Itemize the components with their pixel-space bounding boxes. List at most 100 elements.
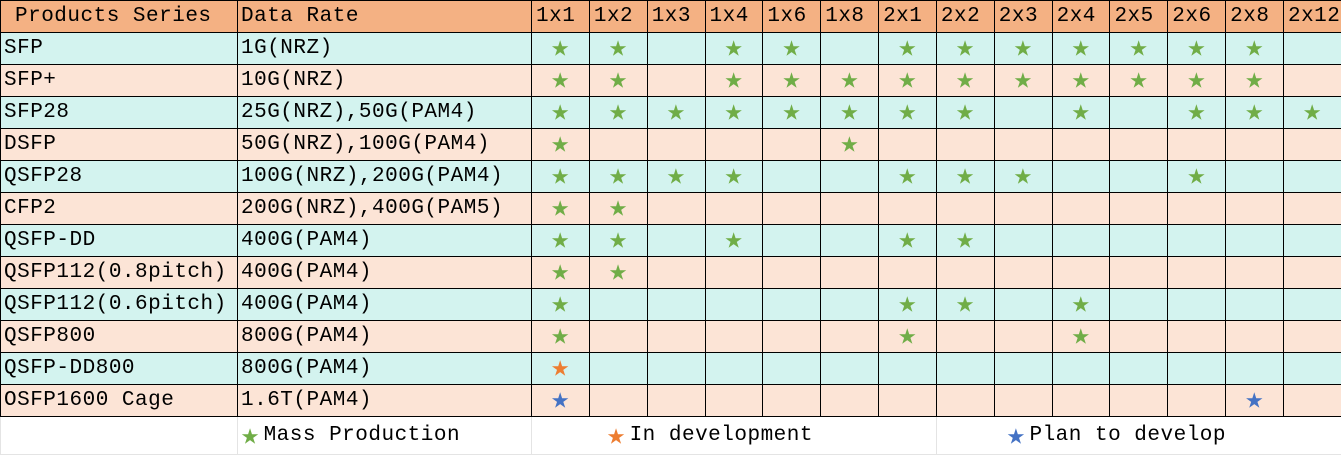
star-mass-icon: ★ — [241, 417, 260, 454]
cell-2x1: ★ — [879, 225, 937, 257]
cell-1x2 — [589, 129, 647, 161]
cell-2x1: ★ — [879, 33, 937, 65]
star-mass-icon: ★ — [898, 290, 917, 320]
star-mass-icon: ★ — [551, 66, 570, 96]
data-rate: 1G(NRZ) — [238, 33, 532, 65]
cell-2x3 — [994, 97, 1052, 129]
cell-2x6: ★ — [1168, 65, 1226, 97]
star-mass-icon: ★ — [1130, 34, 1149, 64]
cell-2x6: ★ — [1168, 33, 1226, 65]
cell-1x8 — [821, 193, 879, 225]
cell-2x1: ★ — [879, 321, 937, 353]
header-data-rate: Data Rate — [238, 1, 532, 33]
header-column-1x8: 1x8 — [821, 1, 879, 33]
cell-1x6: ★ — [763, 65, 821, 97]
star-mass-icon: ★ — [1187, 98, 1206, 128]
header-column-1x4: 1x4 — [705, 1, 763, 33]
cell-2x2 — [936, 257, 994, 289]
star-mass-icon: ★ — [840, 98, 859, 128]
cell-2x5 — [1110, 385, 1168, 417]
cell-1x3 — [647, 33, 705, 65]
cell-2x3 — [994, 289, 1052, 321]
product-series: QSFP28 — [1, 161, 238, 193]
cell-1x4 — [705, 129, 763, 161]
cell-2x5 — [1110, 161, 1168, 193]
data-rate: 25G(NRZ),50G(PAM4) — [238, 97, 532, 129]
star-plan-icon: ★ — [1007, 417, 1026, 454]
cell-1x4 — [705, 193, 763, 225]
data-rate: 1.6T(PAM4) — [238, 385, 532, 417]
star-mass-icon: ★ — [898, 66, 917, 96]
star-mass-icon: ★ — [551, 130, 570, 160]
cell-2x2: ★ — [936, 97, 994, 129]
cell-1x8 — [821, 385, 879, 417]
legend-label: In development — [630, 424, 813, 447]
cell-1x2 — [589, 353, 647, 385]
cell-2x1: ★ — [879, 65, 937, 97]
star-mass-icon: ★ — [551, 290, 570, 320]
star-mass-icon: ★ — [667, 162, 686, 192]
cell-1x1: ★ — [532, 65, 590, 97]
cell-2x2: ★ — [936, 65, 994, 97]
cell-1x6 — [763, 161, 821, 193]
header-column-1x3: 1x3 — [647, 1, 705, 33]
cell-1x1: ★ — [532, 257, 590, 289]
cell-1x1: ★ — [532, 289, 590, 321]
cell-2x1 — [879, 129, 937, 161]
cell-2x3: ★ — [994, 65, 1052, 97]
cell-2x6: ★ — [1168, 161, 1226, 193]
cell-2x4 — [1052, 257, 1110, 289]
star-mass-icon: ★ — [609, 34, 628, 64]
cell-1x4 — [705, 257, 763, 289]
cell-2x5 — [1110, 257, 1168, 289]
product-series: SFP+ — [1, 65, 238, 97]
star-mass-icon: ★ — [840, 130, 859, 160]
cell-1x6: ★ — [763, 97, 821, 129]
cell-1x3 — [647, 257, 705, 289]
cell-1x8: ★ — [821, 129, 879, 161]
cell-2x2 — [936, 321, 994, 353]
cell-2x4: ★ — [1052, 289, 1110, 321]
star-mass-icon: ★ — [1303, 98, 1322, 128]
cell-1x2: ★ — [589, 33, 647, 65]
cell-2x5: ★ — [1110, 65, 1168, 97]
header-column-1x6: 1x6 — [763, 1, 821, 33]
legend-blank — [1, 417, 238, 455]
star-mass-icon: ★ — [956, 290, 975, 320]
star-mass-icon: ★ — [725, 34, 744, 64]
cell-2x12 — [1283, 257, 1341, 289]
cell-2x2: ★ — [936, 225, 994, 257]
cell-1x4: ★ — [705, 65, 763, 97]
cell-2x2 — [936, 353, 994, 385]
cell-1x1: ★ — [532, 161, 590, 193]
cell-2x4 — [1052, 193, 1110, 225]
data-rate: 800G(PAM4) — [238, 353, 532, 385]
cell-2x8: ★ — [1226, 65, 1284, 97]
star-mass-icon: ★ — [1072, 34, 1091, 64]
cell-1x2: ★ — [589, 225, 647, 257]
star-mass-icon: ★ — [956, 66, 975, 96]
star-dev-icon: ★ — [607, 417, 626, 454]
cell-1x8 — [821, 321, 879, 353]
cell-1x1: ★ — [532, 321, 590, 353]
cell-1x8 — [821, 33, 879, 65]
cell-2x4 — [1052, 161, 1110, 193]
cell-2x4 — [1052, 385, 1110, 417]
star-mass-icon: ★ — [898, 226, 917, 256]
cell-2x8 — [1226, 129, 1284, 161]
cell-1x6 — [763, 385, 821, 417]
product-series: CFP2 — [1, 193, 238, 225]
cell-1x8 — [821, 353, 879, 385]
data-rate: 400G(PAM4) — [238, 257, 532, 289]
header-products-series: Products Series — [1, 1, 238, 33]
data-rate: 400G(PAM4) — [238, 289, 532, 321]
cell-2x12 — [1283, 225, 1341, 257]
cell-1x6 — [763, 321, 821, 353]
cell-1x3 — [647, 65, 705, 97]
star-plan-icon: ★ — [551, 386, 570, 416]
cell-1x8: ★ — [821, 97, 879, 129]
